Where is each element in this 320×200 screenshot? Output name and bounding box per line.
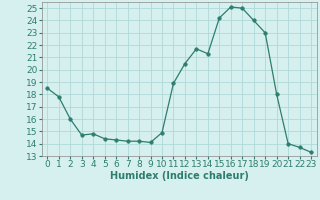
X-axis label: Humidex (Indice chaleur): Humidex (Indice chaleur) xyxy=(110,171,249,181)
